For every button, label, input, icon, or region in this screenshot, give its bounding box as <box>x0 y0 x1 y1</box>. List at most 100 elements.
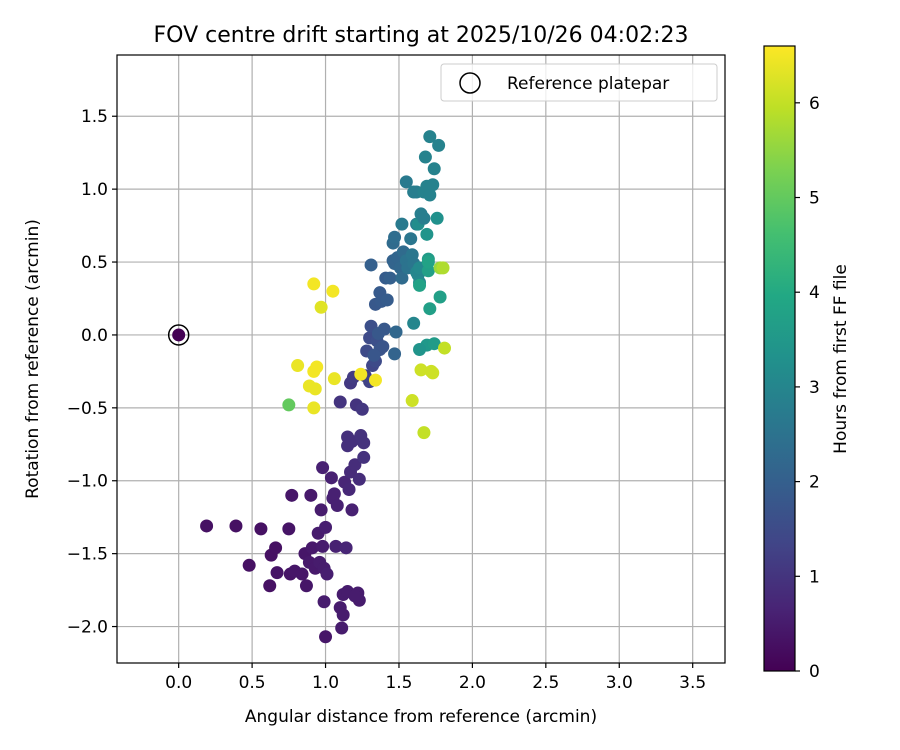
scatter-point <box>436 261 450 275</box>
colorbar-tick-label: 6 <box>809 94 820 114</box>
scatter-point <box>333 395 347 409</box>
scatter-point <box>395 217 409 231</box>
scatter-point <box>437 341 451 355</box>
y-tick-label: 0.5 <box>81 253 108 273</box>
scatter-point <box>357 450 371 464</box>
plot-frame <box>116 54 726 664</box>
scatter-point <box>355 402 369 416</box>
scatter-point <box>388 230 402 244</box>
colorbar-tick-label: 3 <box>809 378 820 398</box>
scatter-point <box>399 175 413 189</box>
scatter-point <box>342 482 356 496</box>
x-tick-label: 0.0 <box>165 673 192 693</box>
scatter-point <box>427 337 441 351</box>
scatter-point <box>405 394 419 408</box>
scatter-point <box>291 359 305 373</box>
scatter-point <box>414 363 428 377</box>
scatter-point <box>383 271 397 285</box>
scatter-point <box>320 567 334 581</box>
colorbar-label: Hours from first FF file <box>831 264 851 454</box>
scatter-point <box>242 558 256 572</box>
scatter-point <box>327 372 341 386</box>
scatter-point <box>307 401 321 415</box>
y-axis-label: Rotation from reference (arcmin) <box>23 219 43 499</box>
colorbar-ticks: 0 1 2 3 4 5 6 <box>795 94 820 682</box>
scatter-point <box>354 367 368 381</box>
scatter-point <box>336 608 350 622</box>
x-axis-label: Angular distance from reference (arcmin) <box>245 707 597 727</box>
scatter-point <box>423 188 437 202</box>
colorbar-gradient <box>763 45 796 672</box>
scatter-point <box>427 162 441 176</box>
scatter-point <box>319 630 333 644</box>
legend: Reference platepar <box>440 63 718 102</box>
y-tick-label: 1.0 <box>81 180 108 200</box>
scatter-point <box>367 348 381 362</box>
scatter-point <box>295 567 309 581</box>
x-tick-label: 1.5 <box>385 673 412 693</box>
scatter-point <box>348 458 362 472</box>
chart-title: FOV centre drift starting at 2025/10/26 … <box>154 23 689 48</box>
scatter-point <box>418 150 432 164</box>
colorbar-tick-label: 1 <box>809 567 820 587</box>
scatter-point <box>345 503 359 517</box>
scatter-point <box>420 227 434 241</box>
scatter-point <box>263 579 277 593</box>
scatter-point <box>377 322 391 336</box>
scatter-point <box>417 211 431 225</box>
colorbar-tick-label: 0 <box>809 662 820 682</box>
y-tick-label: 0.0 <box>81 326 108 346</box>
scatter-point <box>324 471 338 485</box>
scatter-point <box>282 522 296 536</box>
scatter-point <box>327 487 341 501</box>
scatter-point <box>229 519 243 533</box>
y-axis-ticks: −2.0 −1.5 −1.0 −0.5 0.0 0.5 1.0 1.5 <box>67 107 117 638</box>
scatter-point <box>200 519 214 533</box>
x-tick-label: 1.0 <box>312 673 339 693</box>
scatter-point <box>254 522 268 536</box>
x-tick-label: 0.5 <box>239 673 266 693</box>
colorbar-tick-label: 5 <box>809 189 820 209</box>
scatter-point <box>426 366 440 380</box>
scatter-point <box>389 325 403 339</box>
scatter-point <box>326 284 340 298</box>
scatter-point <box>307 277 321 291</box>
colorbar-tick-label: 4 <box>809 283 820 303</box>
grid <box>117 55 725 663</box>
legend-box <box>440 63 718 102</box>
scatter-point <box>426 178 440 192</box>
y-tick-label: −1.5 <box>67 545 108 565</box>
scatter-point <box>364 258 378 272</box>
scatter-point <box>404 232 418 246</box>
scatter-point <box>304 488 318 502</box>
y-tick-label: −2.0 <box>67 618 108 638</box>
scatter-point <box>308 382 322 396</box>
scatter-point <box>388 347 402 361</box>
scatter-point <box>423 302 437 316</box>
scatter-point <box>423 130 437 144</box>
scatter-point <box>282 398 296 412</box>
scatter-point <box>430 211 444 225</box>
legend-marker <box>459 72 481 94</box>
scatter-point <box>339 541 353 555</box>
scatter-point <box>285 488 299 502</box>
scatter-point <box>413 343 427 357</box>
data-points <box>167 130 451 644</box>
x-tick-label: 2.0 <box>459 673 486 693</box>
colorbar-tick-label: 2 <box>809 473 820 493</box>
scatter-point <box>348 589 362 603</box>
scatter-point <box>316 539 330 553</box>
x-tick-label: 3.5 <box>679 673 706 693</box>
scatter-point <box>380 293 394 307</box>
scatter-point <box>421 255 435 269</box>
colorbar: 0 1 2 3 4 5 6 Hours from first FF file <box>763 45 851 682</box>
scatter-point <box>314 300 328 314</box>
scatter-point <box>317 595 331 609</box>
scatter-point <box>319 520 333 534</box>
scatter-point <box>314 503 328 517</box>
scatter-point <box>310 360 324 374</box>
legend-entry-reference: Reference platepar <box>507 74 669 94</box>
x-tick-label: 3.0 <box>606 673 633 693</box>
scatter-point <box>269 541 283 555</box>
scatter-point <box>299 579 313 593</box>
